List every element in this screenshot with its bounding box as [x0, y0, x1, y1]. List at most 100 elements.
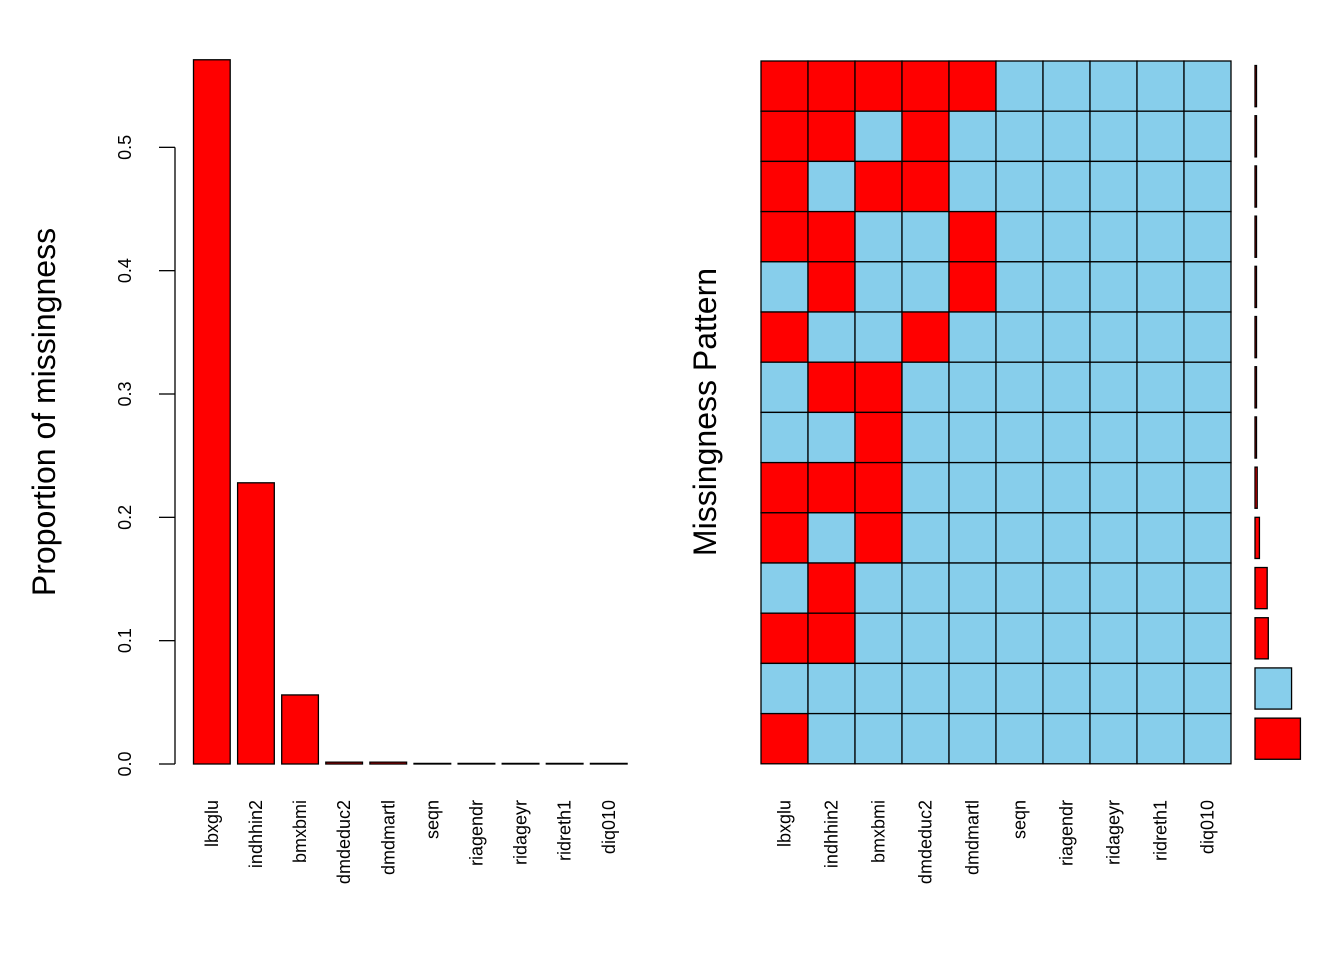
cell-r1-riagendr — [1042, 60, 1091, 112]
cell-r3-diq010 — [1183, 160, 1232, 213]
cell-r10-riagendr — [1042, 512, 1091, 564]
cell-r6-riagendr — [1042, 311, 1091, 363]
cell-r11-dmdeduc2 — [901, 562, 950, 614]
cell-r13-seqn — [995, 662, 1044, 715]
cell-r6-ridreth1 — [1136, 311, 1185, 363]
cell-r9-ridreth1 — [1136, 461, 1185, 514]
x-tick-label-diq010: diq010 — [599, 800, 619, 854]
y-axis: 0.0 0.1 0.2 0.3 0.4 0.5 — [115, 135, 176, 777]
cell-r3-ridageyr — [1089, 160, 1138, 213]
cell-r5-lbxglu — [760, 261, 809, 313]
cell-r8-ridreth1 — [1136, 411, 1185, 464]
cell-r13-riagendr — [1042, 662, 1091, 715]
bar-bmxbmi — [281, 694, 320, 765]
cell-r2-dmdmartl — [948, 110, 997, 163]
cell-r3-indhhin2 — [807, 160, 856, 213]
bar-dmdmartl — [369, 761, 408, 765]
y-axis-label: Proportion of missingness — [26, 228, 62, 596]
cell-r11-ridreth1 — [1136, 562, 1185, 614]
pattern-frequency-bar-2 — [1254, 115, 1258, 158]
y-tick-label: 0.4 — [115, 258, 135, 283]
cell-r8-lbxglu — [760, 411, 809, 464]
pattern-frequency-bar-7 — [1254, 366, 1258, 409]
cell-r6-seqn — [995, 311, 1044, 363]
cell-r10-dmdeduc2 — [901, 512, 950, 564]
pattern-frequency-bar-8 — [1254, 416, 1258, 459]
cell-r2-dmdeduc2 — [901, 110, 950, 163]
missingness-pattern-panel: Missingness Pattern lbxglu indhhin2 bmxbmi… — [687, 60, 1302, 884]
y-tick-label: 0.2 — [115, 505, 135, 530]
cell-r13-dmdmartl — [948, 662, 997, 715]
cell-r7-bmxbmi — [854, 361, 903, 414]
cell-r10-dmdmartl — [948, 512, 997, 564]
cell-r14-seqn — [995, 712, 1044, 765]
cell-r4-ridreth1 — [1136, 210, 1185, 263]
cell-r9-dmdmartl — [948, 461, 997, 514]
cell-r6-bmxbmi — [854, 311, 903, 363]
pattern-frequency-bar-4 — [1254, 215, 1258, 258]
cell-r6-diq010 — [1183, 311, 1232, 363]
pattern-frequency-bar-12 — [1254, 617, 1269, 660]
x-tick-label-dmdmartl: dmdmartl — [378, 800, 398, 875]
cell-r8-diq010 — [1183, 411, 1232, 464]
cell-r2-diq010 — [1183, 110, 1232, 163]
cell-r1-diq010 — [1183, 60, 1232, 112]
pattern-frequency-bar-10 — [1254, 516, 1261, 560]
cell-r12-bmxbmi — [854, 612, 903, 665]
cell-r9-seqn — [995, 461, 1044, 514]
cell-r2-ridreth1 — [1136, 110, 1185, 163]
cell-r1-indhhin2 — [807, 60, 856, 112]
cell-r5-diq010 — [1183, 261, 1232, 313]
y-tick-label: 0.0 — [115, 751, 135, 776]
cell-r4-seqn — [995, 210, 1044, 263]
cell-r1-ridreth1 — [1136, 60, 1185, 112]
cell-r13-ridreth1 — [1136, 662, 1185, 715]
cell-r12-dmdmartl — [948, 612, 997, 665]
cell-r14-ridageyr — [1089, 712, 1138, 765]
x-tick-label-ridreth1: ridreth1 — [555, 800, 575, 861]
pattern-frequency-bar-5 — [1254, 265, 1258, 309]
pattern-frequency-bar-11 — [1254, 566, 1268, 610]
cell-r11-indhhin2 — [807, 562, 856, 614]
cell-r10-ridageyr — [1089, 512, 1138, 564]
bar-seqn — [413, 762, 452, 765]
cell-r2-riagendr — [1042, 110, 1091, 163]
cell-r6-ridageyr — [1089, 311, 1138, 363]
cell-r4-lbxglu — [760, 210, 809, 263]
cell-r14-diq010 — [1183, 712, 1232, 765]
cell-r2-bmxbmi — [854, 110, 903, 163]
x-tick-label-diq010: diq010 — [1198, 800, 1218, 854]
cell-r5-indhhin2 — [807, 261, 856, 313]
cell-r8-bmxbmi — [854, 411, 903, 464]
cell-r7-dmdeduc2 — [901, 361, 950, 414]
cell-r11-seqn — [995, 562, 1044, 614]
cell-r1-bmxbmi — [854, 60, 903, 112]
cell-r1-lbxglu — [760, 60, 809, 112]
cell-r2-indhhin2 — [807, 110, 856, 163]
cell-r8-ridageyr — [1089, 411, 1138, 464]
x-tick-label-ridageyr: ridageyr — [1104, 800, 1124, 865]
cell-r6-indhhin2 — [807, 311, 856, 363]
cell-r5-riagendr — [1042, 261, 1091, 313]
cell-r9-indhhin2 — [807, 461, 856, 514]
cell-r13-lbxglu — [760, 662, 809, 715]
cell-r2-ridageyr — [1089, 110, 1138, 163]
cell-r12-riagendr — [1042, 612, 1091, 665]
cell-r12-ridageyr — [1089, 612, 1138, 665]
cell-r8-dmdeduc2 — [901, 411, 950, 464]
cell-r5-dmdmartl — [948, 261, 997, 313]
cell-r5-dmdeduc2 — [901, 261, 950, 313]
cell-r6-lbxglu — [760, 311, 809, 363]
cell-r11-dmdmartl — [948, 562, 997, 614]
missingness-proportion-panel: Proportion of missingness 0.00.10.20.30.… — [26, 59, 628, 884]
pattern-grid — [760, 60, 1232, 765]
cell-r9-riagendr — [1042, 461, 1091, 514]
pattern-frequency-bars — [1254, 64, 1302, 760]
y-tick-label: 0.5 — [115, 135, 135, 160]
pattern-frequency-bar-6 — [1254, 315, 1258, 359]
cell-r6-dmdeduc2 — [901, 311, 950, 363]
x-tick-label-ridageyr: ridageyr — [511, 800, 531, 865]
x-tick-label-ridreth1: ridreth1 — [1151, 800, 1171, 861]
cell-r13-dmdeduc2 — [901, 662, 950, 715]
cell-r10-ridreth1 — [1136, 512, 1185, 564]
